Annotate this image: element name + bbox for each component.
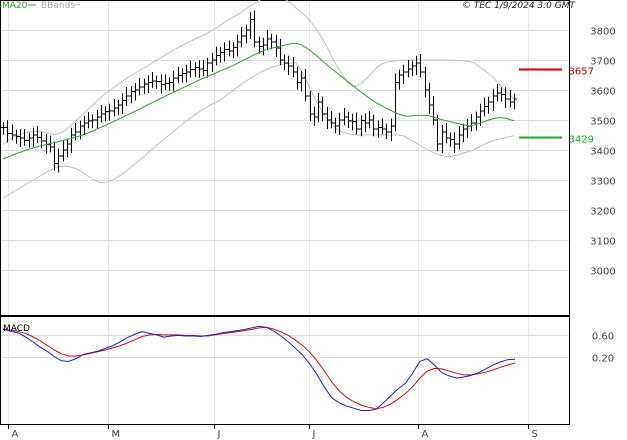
month-label: J [217,429,221,440]
macd-tick-label: 0.60 [592,332,614,343]
price-tick-label: 3200 [590,207,615,218]
macd-panel-title: MACD [3,324,30,334]
month-label: A [422,429,429,440]
level-marker-label: 3429 [569,135,594,146]
bbands-upper-line [2,0,515,145]
price-tick-label: 3700 [590,57,615,68]
macd-line [2,325,516,411]
month-label: S [532,429,538,440]
month-label: M [112,429,121,440]
ma20-line [2,42,515,160]
level-marker-label: 3657 [569,67,594,78]
macd-tick-label: 0.20 [592,354,614,365]
price-tick-label: 3300 [590,177,615,188]
copyright-stamp: © TEC 1/9/2024 3:0 GMT [462,1,577,11]
month-label: J [312,429,316,440]
price-tick-label: 3100 [590,237,615,248]
bbands-layer [2,0,515,199]
legend-bbands: BBands [41,1,75,11]
price-tick-label: 3500 [590,117,615,128]
macd-panel-frame [0,316,570,425]
ma20-layer [2,42,515,160]
price-bars-layer [1,10,517,173]
price-panel-frame [0,0,570,316]
bbands-lower-line [2,62,515,199]
price-tick-label: 3800 [590,27,615,38]
price-tick-label: 3600 [590,87,615,98]
price-tick-label: 3000 [590,267,615,278]
macd-signal-line [2,326,516,410]
month-label: A [12,429,19,440]
level-markers-layer: 3657 3429 [519,67,594,146]
legend-ma20: MA20 [2,1,28,11]
price-tick-label: 3400 [590,147,615,158]
macd-layer [2,325,516,411]
axis-layer: 3000 3100 3200 3300 3400 3500 3600 3700 3800 0.60… [8,27,616,440]
